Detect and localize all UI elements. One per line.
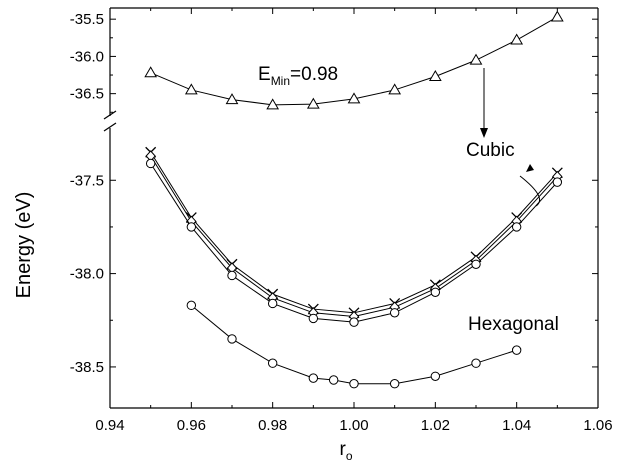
circle-point [472, 359, 480, 367]
circle-point [187, 223, 195, 231]
circle-point [472, 260, 480, 268]
triangle-point [471, 55, 482, 65]
circle-point [268, 299, 276, 307]
series-line [151, 156, 558, 317]
circle-point [431, 372, 439, 380]
triangle-point [552, 11, 563, 21]
circle-point [329, 376, 337, 384]
y-axis-label: Energy (eV) [13, 192, 35, 299]
down-arrow [480, 68, 488, 138]
x-tick-label: 1.06 [583, 417, 612, 434]
circle-point [146, 159, 154, 167]
cubic-label: Cubic [466, 140, 515, 161]
series-x [146, 147, 563, 318]
circle-point [431, 288, 439, 296]
circle-point [512, 223, 520, 231]
circle-point [350, 380, 358, 388]
emin-annotation: EMin=0.98 [258, 64, 338, 88]
circle-point [512, 346, 520, 354]
circle-point [228, 271, 236, 279]
circle-point [350, 318, 358, 326]
series-triangle [145, 11, 563, 108]
x-tick-label: 1.04 [502, 417, 531, 434]
triangle-point [186, 84, 197, 94]
circle-point [390, 309, 398, 317]
x-tick-label: 0.98 [258, 417, 287, 434]
y-tick-label: -36.5 [70, 86, 104, 103]
triangle-point [145, 67, 156, 77]
triangle-point [430, 71, 441, 81]
triangle-point [511, 35, 522, 45]
x-tick-label: 1.00 [339, 417, 368, 434]
y-tick-label: -38.5 [70, 359, 104, 376]
y-tick-label: -36.0 [70, 48, 104, 65]
circle-point [309, 374, 317, 382]
series-circle [146, 159, 561, 326]
y-tick-label: -38.0 [70, 266, 104, 283]
hexagonal-label: Hexagonal [468, 314, 559, 335]
circle-point [187, 301, 195, 309]
series-line [151, 163, 558, 322]
plot-frame [104, 8, 598, 408]
circle-point [390, 380, 398, 388]
circle-point [553, 178, 561, 186]
series-line [151, 152, 558, 313]
x-tick-label: 1.02 [421, 417, 450, 434]
y-tick-label: -37.5 [70, 172, 104, 189]
x-axis-label: ro [339, 439, 352, 463]
series-diamond [146, 151, 562, 322]
circle-point [228, 335, 236, 343]
circle-point [268, 359, 276, 367]
x-tick-label: 0.96 [177, 417, 206, 434]
x-tick-label: 0.94 [95, 417, 124, 434]
y-tick-label: -35.5 [70, 11, 104, 28]
circle-point [309, 314, 317, 322]
series-line [151, 17, 558, 105]
